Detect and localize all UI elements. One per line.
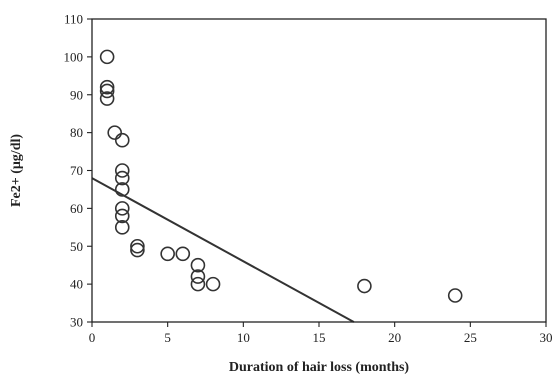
data-point (99, 49, 115, 65)
y-tick-label: 100 (64, 49, 84, 64)
data-point (130, 238, 145, 254)
data-point (114, 201, 130, 216)
data-point (205, 276, 221, 292)
y-tick-label: 60 (70, 201, 83, 216)
data-point (99, 91, 115, 106)
y-tick-label: 70 (70, 163, 83, 178)
y-tick-label: 110 (64, 12, 83, 27)
x-axis-ticks: 0 5 10 15 20 25 30 (89, 322, 553, 345)
y-tick-label: 40 (70, 277, 83, 292)
data-point (190, 257, 206, 273)
x-tick-label: 5 (164, 330, 171, 345)
data-point (114, 182, 130, 197)
data-point (190, 269, 206, 284)
x-axis-title: Duration of hair loss (months) (229, 360, 410, 375)
data-point (107, 125, 122, 140)
x-tick-label: 30 (540, 330, 553, 345)
x-tick-label: 15 (313, 330, 326, 345)
data-point (357, 278, 372, 294)
data-point (114, 220, 130, 235)
plot-area-frame (91, 18, 547, 323)
data-point (99, 83, 115, 99)
trend-line (91, 177, 355, 323)
data-point (114, 163, 130, 178)
data-point (114, 170, 130, 186)
data-point (114, 208, 130, 224)
x-tick-label: 20 (388, 330, 401, 345)
data-points (99, 49, 463, 303)
data-point (175, 246, 191, 262)
data-point (190, 276, 206, 292)
y-tick-label: 50 (70, 239, 83, 254)
y-axis-title: Fe2+ (μg/dl) (9, 134, 24, 207)
data-point (114, 132, 130, 148)
data-point (99, 79, 115, 95)
y-tick-label: 30 (70, 315, 83, 330)
data-point (160, 246, 175, 262)
y-tick-label: 90 (70, 87, 83, 102)
x-tick-label: 10 (237, 330, 250, 345)
data-point (447, 288, 463, 303)
y-axis-ticks: 30 40 50 60 70 80 90 100 110 (64, 12, 92, 330)
y-tick-label: 80 (70, 125, 83, 140)
x-tick-label: 25 (464, 330, 477, 345)
x-tick-label: 0 (89, 330, 96, 345)
data-point (130, 242, 145, 258)
